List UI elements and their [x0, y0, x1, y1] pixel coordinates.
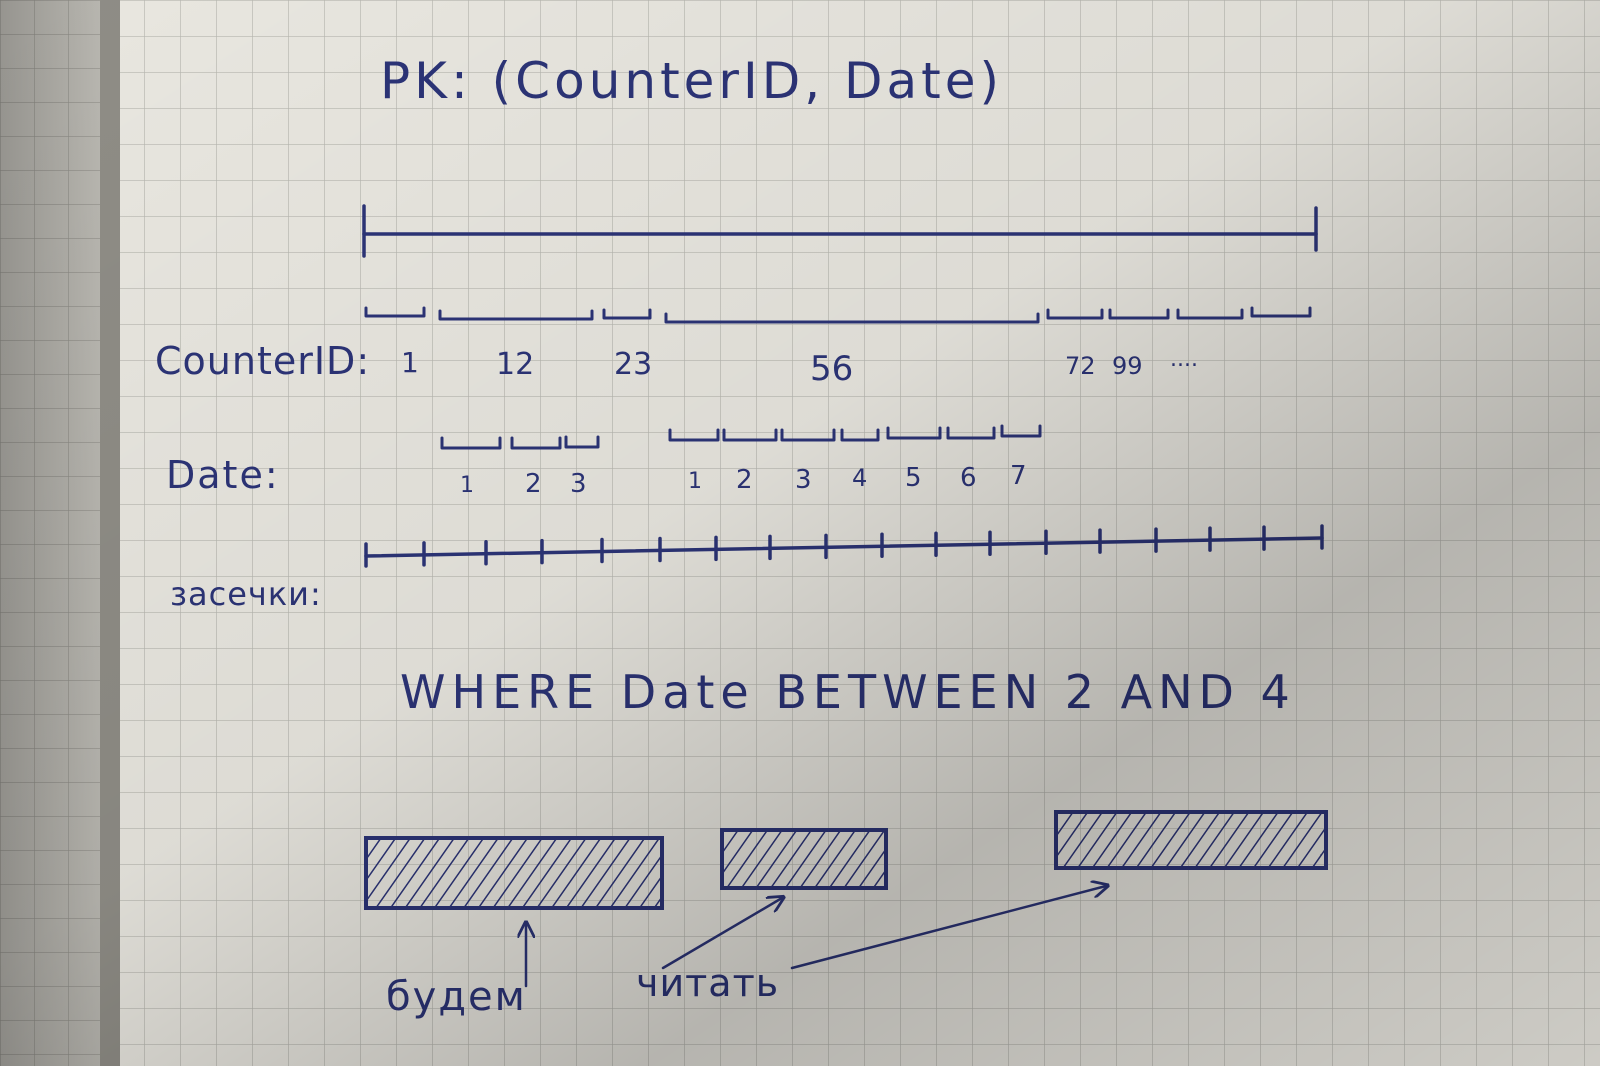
read-range-1 [364, 836, 664, 910]
date-group2-3: 3 [795, 465, 812, 495]
read-range-3 [1054, 810, 1328, 870]
date-group1-2: 2 [525, 469, 542, 499]
counter-value-56: 56 [810, 349, 853, 389]
diagram-title: PK: (CounterID, Date) [380, 52, 1003, 110]
date-group2-4: 4 [852, 464, 867, 492]
date-row-label: Date: [166, 453, 280, 497]
date-group2-6: 6 [960, 463, 977, 493]
date-group2-7: 7 [1010, 461, 1027, 491]
counter-value-12: 12 [496, 347, 534, 382]
date-group2-1: 1 [688, 469, 702, 494]
counter-value-1: 1 [401, 346, 419, 379]
query-text: WHERE Date BETWEEN 2 AND 4 [400, 665, 1296, 719]
date-group1-3: 3 [570, 469, 587, 499]
date-group1-1: 1 [460, 473, 474, 498]
marks-row-label: засечки: [170, 575, 322, 613]
date-group2-5: 5 [905, 463, 922, 493]
counter-value-72: 72 [1065, 352, 1096, 380]
annotation-word-1: будем [386, 974, 527, 1020]
counter-value-more: .... [1170, 347, 1198, 372]
read-range-2 [720, 828, 888, 890]
counter-value-99: 99 [1112, 352, 1143, 380]
counter-row-label: CounterID: [155, 339, 370, 383]
annotation-word-2: читать [636, 961, 779, 1005]
counter-value-23: 23 [614, 347, 652, 382]
date-group2-2: 2 [736, 465, 753, 495]
